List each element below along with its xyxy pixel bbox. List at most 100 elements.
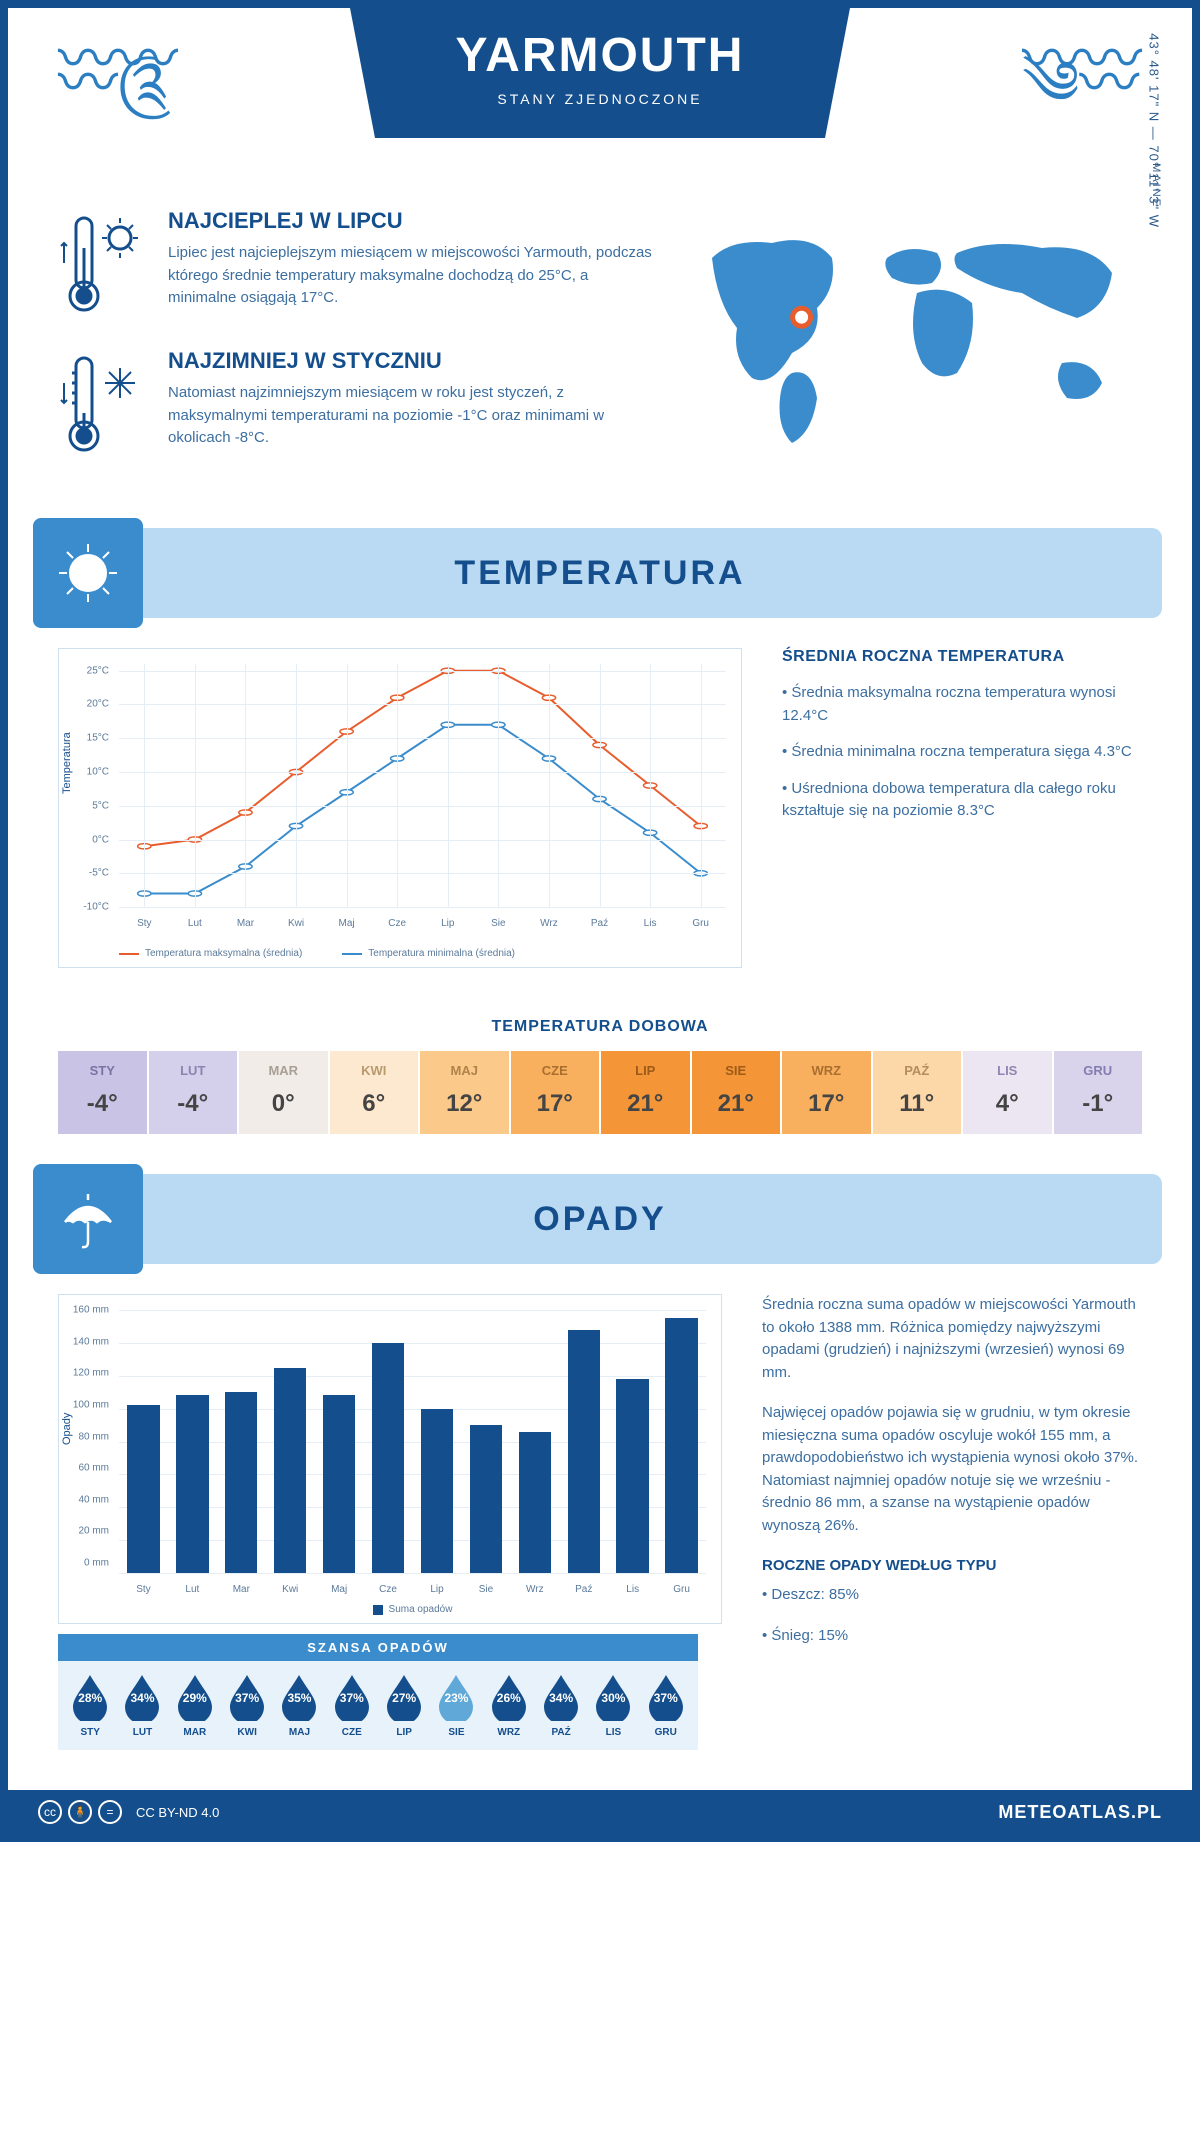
drop-icon: 35%: [280, 1673, 318, 1721]
sun-icon: [33, 518, 143, 628]
drop-icon: 37%: [228, 1673, 266, 1721]
chance-cell: 29%MAR: [169, 1673, 221, 1738]
daily-cell: GRU-1°: [1054, 1051, 1143, 1134]
daily-cell: LIS4°: [963, 1051, 1054, 1134]
daily-temp-table: STY-4°LUT-4°MAR0°KWI6°MAJ12°CZE17°LIP21°…: [58, 1051, 1142, 1134]
daily-temp-title: TEMPERATURA DOBOWA: [8, 1018, 1192, 1036]
daily-cell: PAŹ11°: [873, 1051, 964, 1134]
bar: [225, 1392, 257, 1573]
temperature-title: TEMPERATURA: [454, 554, 745, 593]
license-text: CC BY-ND 4.0: [136, 1805, 219, 1820]
summary-title: ŚREDNIA ROCZNA TEMPERATURA: [782, 648, 1142, 666]
bar: [176, 1395, 208, 1573]
warmest-block: NAJCIEPLEJ W LIPCU Lipiec jest najcieple…: [58, 208, 652, 318]
drop-icon: 34%: [123, 1673, 161, 1721]
header: 〰〰〰༊ YARMOUTH STANY ZJEDNOCZONE 〰〰༄〰: [8, 8, 1192, 208]
chance-cell: 35%MAJ: [273, 1673, 325, 1738]
daily-cell: KWI6°: [330, 1051, 421, 1134]
drop-icon: 30%: [594, 1673, 632, 1721]
coldest-title: NAJZIMNIEJ W STYCZNIU: [168, 348, 652, 374]
thermometer-snow-icon: [58, 348, 148, 458]
daily-cell: LUT-4°: [149, 1051, 240, 1134]
by-icon: 🧍: [68, 1800, 92, 1824]
drop-icon: 37%: [333, 1673, 371, 1721]
warmest-text: NAJCIEPLEJ W LIPCU Lipiec jest najcieple…: [168, 208, 652, 318]
precip-paragraph: Średnia roczna suma opadów w miejscowośc…: [762, 1294, 1142, 1384]
daily-cell: WRZ17°: [782, 1051, 873, 1134]
chart-legend: Suma opadów: [119, 1604, 706, 1615]
bar: [372, 1343, 404, 1573]
coordinates: 43° 48' 17" N — 70° 11' 3" W: [1147, 33, 1162, 228]
chart-legend: Temperatura maksymalna (średnia) Tempera…: [119, 948, 726, 959]
thermometer-sun-icon: [58, 208, 148, 318]
location-marker-icon: [793, 308, 811, 326]
temperature-chart: Temperatura -10°C-5°C0°C5°C10°C15°C20°C2…: [58, 648, 742, 968]
chance-cell: 37%KWI: [221, 1673, 273, 1738]
drop-icon: 34%: [542, 1673, 580, 1721]
precip-row: Opady 0 mm20 mm40 mm60 mm80 mm100 mm120 …: [8, 1294, 1192, 1790]
daily-cell: STY-4°: [58, 1051, 149, 1134]
umbrella-icon: [33, 1164, 143, 1274]
daily-cell: LIP21°: [601, 1051, 692, 1134]
chance-cell: 26%WRZ: [483, 1673, 535, 1738]
coldest-body: Natomiast najzimniejszym miesiącem w rok…: [168, 382, 652, 450]
summary-bullet: • Uśredniona dobowa temperatura dla całe…: [782, 778, 1142, 823]
precip-type-title: ROCZNE OPADY WEDŁUG TYPU: [762, 1557, 1142, 1574]
license-block: cc 🧍 = CC BY-ND 4.0: [38, 1800, 219, 1824]
brand: METEOATLAS.PL: [998, 1802, 1162, 1823]
precip-chart: Opady 0 mm20 mm40 mm60 mm80 mm100 mm120 …: [58, 1294, 722, 1770]
drop-icon: 28%: [71, 1673, 109, 1721]
intro-section: NAJCIEPLEJ W LIPCU Lipiec jest najcieple…: [8, 208, 1192, 528]
wind-icon: 〰〰༄〰: [1022, 48, 1142, 96]
summary-bullet: • Średnia maksymalna roczna temperatura …: [782, 682, 1142, 727]
footer: cc 🧍 = CC BY-ND 4.0 METEOATLAS.PL: [8, 1790, 1192, 1834]
bar: [616, 1379, 648, 1573]
warmest-title: NAJCIEPLEJ W LIPCU: [168, 208, 652, 234]
chance-cell: 23%SIE: [430, 1673, 482, 1738]
precip-section-header: OPADY: [38, 1174, 1162, 1264]
chance-cell: 37%CZE: [326, 1673, 378, 1738]
temperature-section-header: TEMPERATURA: [38, 528, 1162, 618]
page-subtitle: STANY ZJEDNOCZONE: [350, 91, 850, 107]
wind-icon: 〰〰〰༊: [58, 48, 178, 96]
legend-sum: Suma opadów: [373, 1604, 453, 1615]
drop-icon: 27%: [385, 1673, 423, 1721]
chance-strip: SZANSA OPADÓW 28%STY34%LUT29%MAR37%KWI35…: [58, 1634, 698, 1750]
daily-cell: SIE21°: [692, 1051, 783, 1134]
daily-cell: MAR0°: [239, 1051, 330, 1134]
chance-cell: 34%PAŹ: [535, 1673, 587, 1738]
daily-cell: CZE17°: [511, 1051, 602, 1134]
chance-title: SZANSA OPADÓW: [58, 1634, 698, 1661]
infographic-page: 〰〰〰༊ YARMOUTH STANY ZJEDNOCZONE 〰〰༄〰: [0, 0, 1200, 1842]
legend-max: Temperatura maksymalna (średnia): [119, 948, 302, 959]
drop-icon: 29%: [176, 1673, 214, 1721]
drop-icon: 23%: [437, 1673, 475, 1721]
coldest-text: NAJZIMNIEJ W STYCZNIU Natomiast najzimni…: [168, 348, 652, 458]
precip-type-item: • Deszcz: 85%: [762, 1584, 1142, 1607]
bar: [665, 1318, 697, 1573]
bar: [274, 1368, 306, 1573]
bar: [127, 1405, 159, 1573]
chance-cell: 30%LIS: [587, 1673, 639, 1738]
intro-text-column: NAJCIEPLEJ W LIPCU Lipiec jest najcieple…: [58, 208, 652, 488]
page-title: YARMOUTH: [350, 28, 850, 83]
warmest-body: Lipiec jest najcieplejszym miesiącem w m…: [168, 242, 652, 310]
daily-cell: MAJ12°: [420, 1051, 511, 1134]
title-banner: YARMOUTH STANY ZJEDNOCZONE: [350, 8, 850, 138]
map-column: MAINE 43° 48' 17" N — 70° 11' 3" W: [682, 208, 1142, 488]
summary-bullet: • Średnia minimalna roczna temperatura s…: [782, 741, 1142, 764]
chance-cell: 37%GRU: [640, 1673, 692, 1738]
precip-type-item: • Śnieg: 15%: [762, 1625, 1142, 1648]
cc-icon: cc: [38, 1800, 62, 1824]
chance-cell: 34%LUT: [116, 1673, 168, 1738]
coldest-block: NAJZIMNIEJ W STYCZNIU Natomiast najzimni…: [58, 348, 652, 458]
chance-cell: 27%LIP: [378, 1673, 430, 1738]
temperature-summary: ŚREDNIA ROCZNA TEMPERATURA • Średnia mak…: [782, 648, 1142, 968]
legend-min: Temperatura minimalna (średnia): [342, 948, 515, 959]
bar: [421, 1409, 453, 1573]
world-map-icon: [682, 208, 1142, 468]
precip-paragraph: Najwięcej opadów pojawia się w grudniu, …: [762, 1402, 1142, 1537]
drop-icon: 26%: [490, 1673, 528, 1721]
temperature-row: Temperatura -10°C-5°C0°C5°C10°C15°C20°C2…: [8, 648, 1192, 998]
bar: [470, 1425, 502, 1573]
